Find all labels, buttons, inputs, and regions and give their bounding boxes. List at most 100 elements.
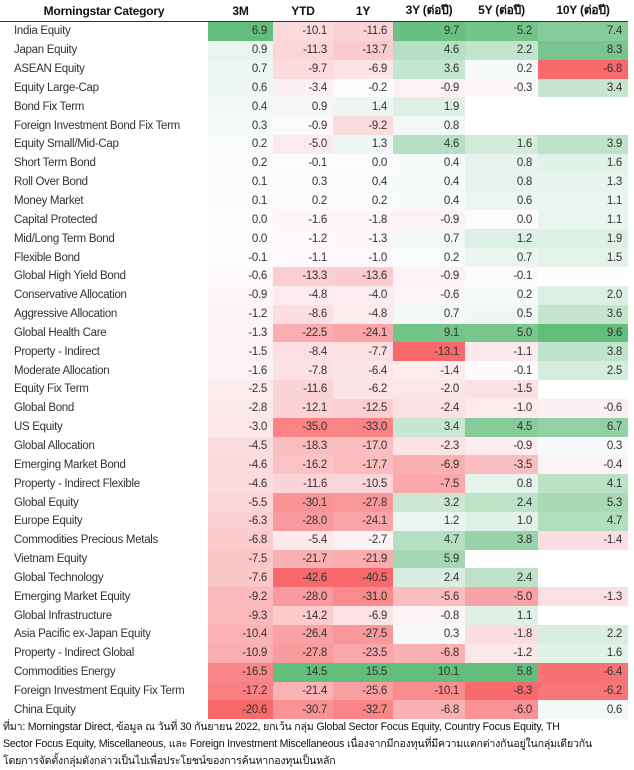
category-name: Conservative Allocation [14, 289, 127, 302]
return-10y: 2.2 [538, 625, 628, 644]
return-10y: -6.8 [538, 59, 628, 79]
table-row: Property - Indirect -1.5 -8.4 -7.7 -13.1 -1.1… [0, 342, 628, 362]
table-row: Equity Small/Mid-Cap 0.2 -5.0 1.3 4.6 1.6 3.9 [0, 135, 628, 154]
table-row: Equity Fix Term -2.5 -11.6 -6.2 -2.0 -1.5 [0, 380, 628, 399]
return-10y: -1.4 [538, 530, 628, 550]
return-ytd: -14.2 [273, 606, 333, 625]
return-3y: -7.5 [393, 474, 465, 494]
return-3y: 0.7 [393, 229, 465, 249]
return-3m: 0.1 [208, 172, 273, 192]
footnote-line-2: Sector Focus Equity, Miscellaneous, และ … [3, 738, 592, 751]
category-name: Foreign Investment Equity Fix Term [14, 684, 185, 697]
return-3m: 6.9 [208, 21, 273, 41]
return-3m: -5.5 [208, 493, 273, 512]
return-ytd: -30.7 [273, 700, 333, 720]
return-1y: -27.5 [333, 625, 393, 644]
return-ytd: -0.1 [273, 153, 333, 173]
return-3m: -4.6 [208, 455, 273, 475]
return-ytd: -10.1 [273, 21, 333, 41]
return-1y: -0.2 [333, 78, 393, 98]
return-3m: -2.5 [208, 380, 273, 399]
footnote-line-1: ที่มา: Morningstar Direct, ข้อมูล ณ วันท… [3, 721, 560, 734]
return-1y: -13.7 [333, 40, 393, 60]
return-5y: -6.0 [465, 700, 538, 720]
return-3m: -9.2 [208, 587, 273, 607]
category-name: Global Equity [14, 496, 79, 509]
return-10y: 2.0 [538, 285, 628, 305]
return-1y: 0.4 [333, 172, 393, 192]
return-5y: 0.8 [465, 172, 538, 192]
return-3m: -0.9 [208, 285, 273, 305]
category-name: US Equity [14, 421, 63, 434]
category-name: Global Allocation [14, 439, 95, 452]
return-1y: -24.1 [333, 323, 393, 343]
category-name: Mid/Long Term Bond [14, 232, 115, 245]
return-3y: 4.6 [393, 135, 465, 154]
return-10y: 4.7 [538, 511, 628, 531]
table-row: Equity Large-Cap 0.6 -3.4 -0.2 -0.9 -0.3 3.4 [0, 78, 628, 98]
return-1y: -4.0 [333, 285, 393, 305]
return-3y: -2.3 [393, 436, 465, 456]
return-3y: -0.9 [393, 210, 465, 230]
return-10y: 5.3 [538, 493, 628, 512]
table-row: China Equity -20.6 -30.7 -32.7 -6.8 -6.0 0.6 [0, 700, 628, 720]
return-ytd: -1.6 [273, 210, 333, 230]
table-row: Global Bond -2.8 -12.1 -12.5 -2.4 -1.0 -0.6 [0, 398, 628, 418]
return-3m: -7.5 [208, 549, 273, 569]
return-3m: -6.3 [208, 511, 273, 531]
category-name: Japan Equity [14, 44, 77, 57]
return-5y [465, 116, 538, 135]
table-row: Global Technology -7.6 -42.6 -40.5 2.4 2.4 [0, 568, 628, 588]
return-3m: -4.6 [208, 474, 273, 494]
return-3y: 0.3 [393, 625, 465, 644]
return-5y: -1.1 [465, 342, 538, 362]
table-body: India Equity 6.9 -10.1 -11.6 9.7 5.2 7.4 Japan … [0, 21, 628, 720]
return-3y: 4.7 [393, 530, 465, 550]
return-3y: 0.8 [393, 116, 465, 136]
return-5y: -1.8 [465, 625, 538, 644]
table-row: Roll Over Bond 0.1 0.3 0.4 0.4 0.8 1.3 [0, 172, 628, 192]
return-3y: -13.1 [393, 342, 465, 362]
return-5y: 2.2 [465, 40, 538, 60]
table-row: Commodities Energy -16.5 14.5 15.5 10.1 5.8 -6… [0, 662, 628, 682]
return-3y: -2.0 [393, 380, 465, 399]
return-1y: -40.5 [333, 568, 393, 588]
return-1y: 0.0 [333, 153, 393, 173]
return-ytd: -11.3 [273, 40, 333, 60]
return-10y: -1.3 [538, 587, 628, 607]
return-ytd: -0.9 [273, 116, 333, 136]
header-1y: 1Y [333, 0, 393, 22]
return-10y [538, 568, 628, 587]
return-ytd: -8.4 [273, 342, 333, 362]
return-ytd: -8.6 [273, 304, 333, 324]
return-ytd: -13.3 [273, 266, 333, 286]
return-ytd: -18.3 [273, 436, 333, 456]
return-3y: -5.6 [393, 587, 465, 607]
return-1y: -25.6 [333, 681, 393, 701]
table-row: Mid/Long Term Bond 0.0 -1.2 -1.3 0.7 1.2 1.9 [0, 229, 628, 249]
return-1y: -32.7 [333, 700, 393, 720]
category-name: Capital Protected [14, 213, 98, 226]
category-name: Bond Fix Term [14, 100, 85, 113]
return-3m: -1.5 [208, 342, 273, 362]
return-1y: 1.3 [333, 135, 393, 154]
header-ytd: YTD [273, 0, 333, 22]
table-row: Money Market 0.1 0.2 0.2 0.4 0.6 1.1 [0, 191, 628, 211]
return-3y: 3.2 [393, 493, 465, 512]
return-3m: -7.6 [208, 568, 273, 588]
return-ytd: -28.0 [273, 587, 333, 607]
return-3m: -10.9 [208, 643, 273, 663]
category-name: Aggressive Allocation [14, 308, 118, 321]
table-row: Property - Indirect Flexible -4.6 -11.6 -10… [0, 474, 628, 494]
return-1y: -27.8 [333, 493, 393, 512]
return-5y: 0.0 [465, 210, 538, 230]
return-1y: -2.7 [333, 530, 393, 550]
table-row: Foreign Investment Equity Fix Term -17.2 -… [0, 681, 628, 701]
return-3y: 5.9 [393, 549, 465, 569]
return-3m: -17.2 [208, 681, 273, 701]
return-10y: 1.6 [538, 643, 628, 663]
category-name: Property - Indirect [14, 345, 100, 358]
return-5y: 1.6 [465, 135, 538, 154]
return-10y: 3.8 [538, 342, 628, 362]
return-5y: -1.5 [465, 380, 538, 399]
